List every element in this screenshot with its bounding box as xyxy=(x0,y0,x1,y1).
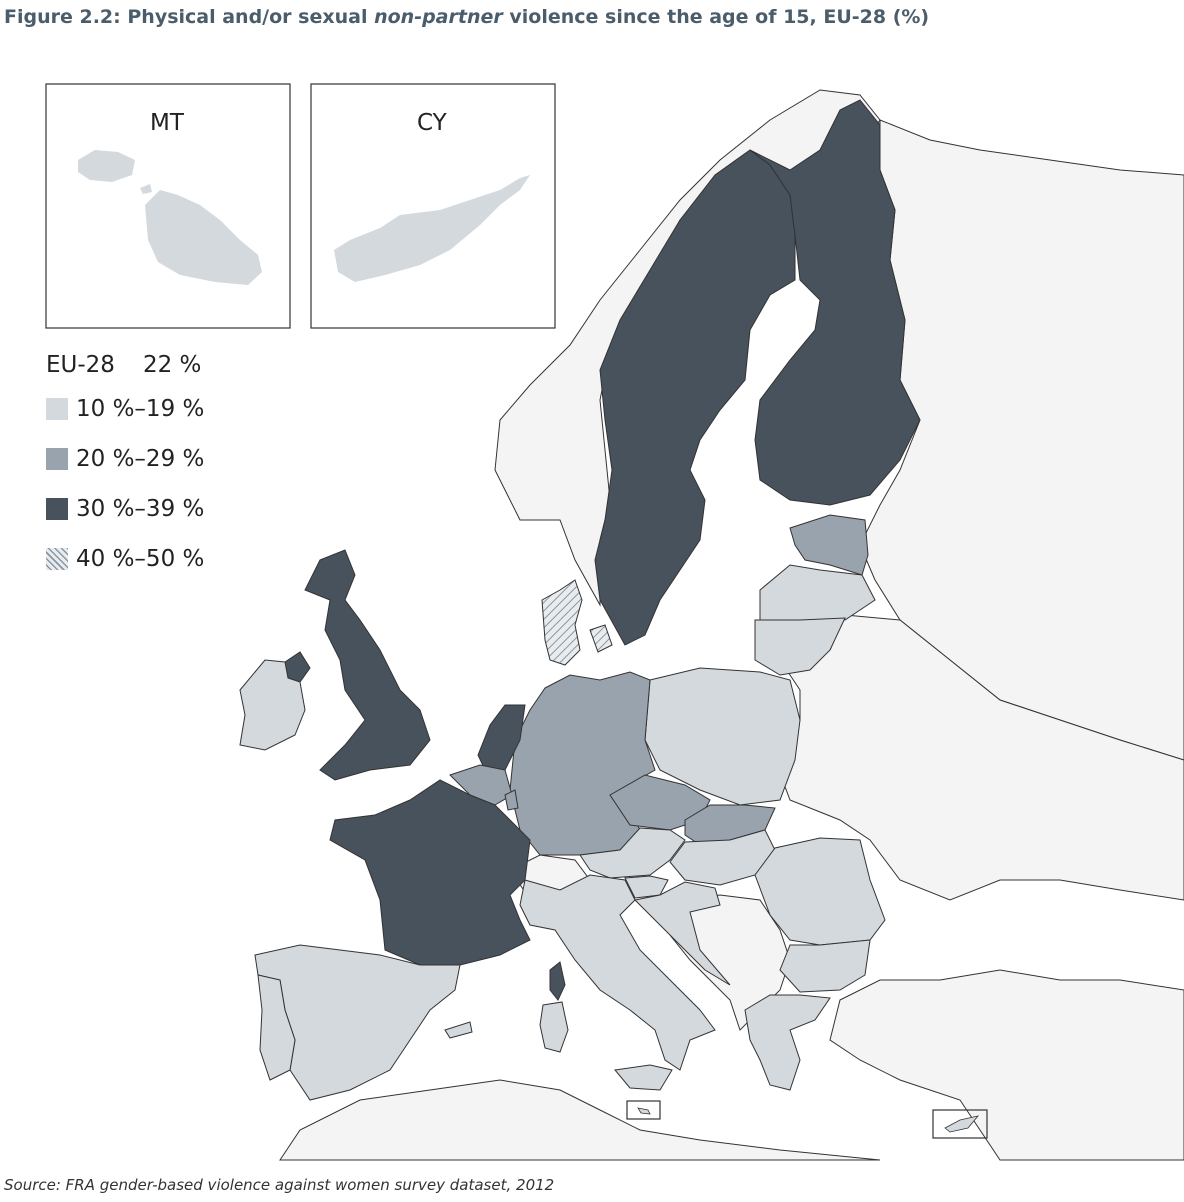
title-italic: non-partner xyxy=(374,6,503,28)
country-FR xyxy=(329,779,531,966)
title-suffix: violence since the age of 15, EU-28 (%) xyxy=(502,6,930,28)
inset-mt-island-comino xyxy=(140,184,152,194)
country-SI xyxy=(624,875,669,899)
country-DE xyxy=(509,671,656,856)
inset-mt-label: MT xyxy=(150,110,184,136)
malta-marker xyxy=(626,1100,661,1120)
country-GR xyxy=(744,994,831,1091)
country-BG xyxy=(779,939,871,993)
legend-item: 30 %–39 % xyxy=(46,494,204,524)
inset-mt-island-gozo xyxy=(78,150,135,182)
country-BY-UA xyxy=(774,614,1184,901)
country-AT xyxy=(579,827,686,879)
country-UK-ni xyxy=(284,651,311,683)
country-LU xyxy=(504,789,519,811)
legend-eu-label: EU-28 xyxy=(46,352,115,378)
inset-cy-frame xyxy=(310,83,556,329)
legend-item: 10 %–19 % xyxy=(46,394,204,424)
country-PT xyxy=(257,974,296,1081)
legend-label: 10 %–19 % xyxy=(76,396,205,422)
country-HR xyxy=(633,881,731,986)
legend: EU-28 22 % 10 %–19 % 20 %–29 % 30 %–39 %… xyxy=(46,352,204,594)
legend-swatch-20-29 xyxy=(46,448,68,470)
country-IT-sardinia xyxy=(539,1001,569,1053)
legend-swatch-30-39 xyxy=(46,498,68,520)
legend-label: 20 %–29 % xyxy=(76,446,205,472)
country-N-africa xyxy=(279,1079,881,1161)
legend-label: 30 %–39 % xyxy=(76,496,205,522)
cyprus-small xyxy=(944,1115,980,1133)
country-FI xyxy=(749,99,921,506)
legend-eu-average: EU-28 22 % xyxy=(46,352,204,378)
country-IT xyxy=(519,874,716,1071)
legend-item: 40 %–50 % xyxy=(46,544,204,574)
legend-swatch-40-50 xyxy=(46,548,68,570)
inset-cy-label: CY xyxy=(417,110,447,136)
country-TR xyxy=(829,969,1184,1161)
inset-mt-island-malta xyxy=(145,190,262,285)
country-PL xyxy=(644,667,801,806)
legend-swatch-10-19 xyxy=(46,398,68,420)
title-prefix: Figure 2.2: Physical and/or sexual xyxy=(4,6,375,28)
country-RO xyxy=(754,837,886,946)
country-FR-corsica xyxy=(549,961,566,1001)
country-LT xyxy=(754,617,846,676)
country-DK xyxy=(541,579,583,666)
map-frame xyxy=(239,89,1184,1161)
figure-title: Figure 2.2: Physical and/or sexual non-p… xyxy=(4,6,929,28)
legend-item: 20 %–29 % xyxy=(46,444,204,474)
country-EE xyxy=(789,514,869,576)
legend-label: 40 %–50 % xyxy=(76,546,205,572)
country-DK-islands xyxy=(589,624,613,653)
country-UK xyxy=(304,549,431,781)
malta-small xyxy=(637,1107,651,1115)
country-ES-balearic xyxy=(444,1021,473,1039)
country-IE xyxy=(239,659,306,751)
inset-cy-island xyxy=(334,175,530,282)
cyprus-marker xyxy=(932,1109,988,1139)
legend-eu-value: 22 % xyxy=(142,352,202,378)
country-IT-sicily xyxy=(614,1064,673,1091)
source-note: Source: FRA gender-based violence agains… xyxy=(4,1176,555,1194)
